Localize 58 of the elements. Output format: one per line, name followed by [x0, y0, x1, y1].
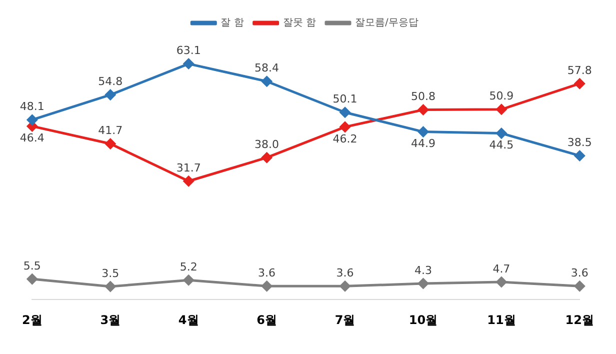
- x-tick-label: 7월: [334, 312, 356, 327]
- x-tick-label: 3월: [100, 312, 121, 327]
- point: [574, 280, 585, 292]
- point: [105, 90, 116, 100]
- data-label: 3.5: [102, 266, 120, 280]
- point: [418, 278, 428, 289]
- point: [26, 114, 38, 126]
- point: [418, 104, 428, 116]
- x-tick-label: 2월: [22, 312, 42, 327]
- data-label: 46.2: [332, 132, 358, 146]
- data-label: 63.1: [176, 44, 201, 58]
- data-label: 4.3: [414, 264, 432, 277]
- data-label: 57.8: [567, 64, 592, 77]
- point: [496, 128, 507, 139]
- data-label: 50.9: [489, 90, 514, 103]
- data-label: 46.4: [20, 132, 44, 145]
- point: [340, 280, 350, 292]
- point: [496, 276, 507, 288]
- point: [105, 138, 116, 150]
- data-label: 3.6: [570, 266, 588, 280]
- data-label: 41.7: [98, 124, 123, 138]
- data-label: 5.5: [23, 259, 41, 272]
- x-tick-label: 12월: [565, 312, 594, 327]
- point: [574, 150, 585, 161]
- point: [340, 122, 350, 132]
- x-tick-label: 11월: [487, 312, 516, 327]
- legend-label: 잘 함: [220, 18, 244, 29]
- point: [262, 76, 272, 87]
- data-label: 44.9: [410, 137, 436, 150]
- data-label: 50.8: [410, 90, 436, 104]
- legend-label: 잘모름/무응답: [354, 18, 418, 29]
- data-label: 38.0: [254, 138, 280, 151]
- data-label: 50.1: [332, 92, 358, 106]
- data-label: 48.1: [20, 100, 44, 114]
- data-label: 58.4: [254, 62, 280, 75]
- x-tick-label: 6월: [256, 312, 277, 327]
- point: [183, 274, 194, 286]
- data-label: 44.5: [489, 138, 514, 152]
- point: [105, 281, 116, 292]
- point: [262, 280, 272, 292]
- data-label: 38.5: [567, 136, 592, 150]
- data-label: 31.7: [176, 161, 201, 174]
- point: [183, 176, 194, 186]
- point: [496, 104, 507, 115]
- data-label: 3.6: [336, 266, 354, 280]
- data-label: 3.6: [258, 266, 276, 280]
- point: [418, 126, 428, 138]
- point: [340, 107, 350, 118]
- data-label: 54.8: [98, 75, 123, 88]
- point: [574, 78, 585, 89]
- x-tick-label: 4월: [178, 312, 199, 327]
- point: [262, 152, 272, 163]
- point: [26, 274, 38, 284]
- data-label: 4.7: [492, 262, 510, 276]
- legend-label: 잘못 함: [282, 18, 316, 29]
- x-tick-label: 10월: [408, 312, 438, 327]
- point: [183, 58, 194, 70]
- data-label: 5.2: [180, 260, 198, 274]
